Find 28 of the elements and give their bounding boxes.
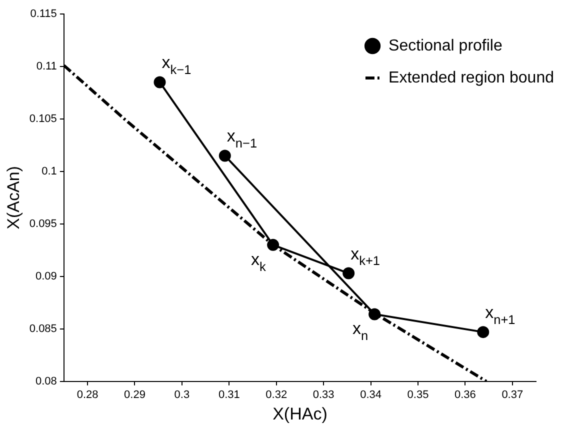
x-tick-label: 0.35 (407, 389, 429, 402)
y-tick-label: 0.095 (29, 218, 57, 230)
legend-label: Extended region bound (388, 69, 554, 86)
point (342, 267, 355, 280)
x-tick-label: 0.37 (502, 389, 524, 402)
x-tick-label: 0.32 (266, 389, 288, 402)
y-tick-label: 0.08 (36, 375, 57, 388)
y-tick-label: 0.11 (36, 60, 57, 73)
point (477, 326, 490, 338)
y-tick-label: 0.09 (36, 270, 57, 282)
x-axis-title: X(HAc) (272, 404, 328, 424)
x-tick-label: 0.29 (124, 389, 146, 402)
point (154, 76, 166, 88)
y-tick-label: 0.1 (42, 165, 57, 178)
point (368, 308, 381, 320)
y-tick-label: 0.105 (29, 113, 57, 126)
y-tick-label: 0.085 (29, 322, 57, 335)
x-tick-label: 0.34 (360, 389, 382, 402)
y-axis-title: X(AcAn) (4, 166, 23, 230)
x-tick-label: 0.31 (218, 389, 240, 402)
x-tick-label: 0.36 (454, 389, 476, 402)
x-tick-label: 0.3 (174, 389, 190, 402)
point (267, 238, 280, 251)
y-tick-label: 0.115 (30, 8, 57, 20)
x-tick-label: 0.28 (76, 389, 98, 402)
x-tick-label: 0.33 (312, 389, 334, 402)
point (218, 150, 231, 162)
legend-label: Sectional profile (388, 37, 502, 54)
